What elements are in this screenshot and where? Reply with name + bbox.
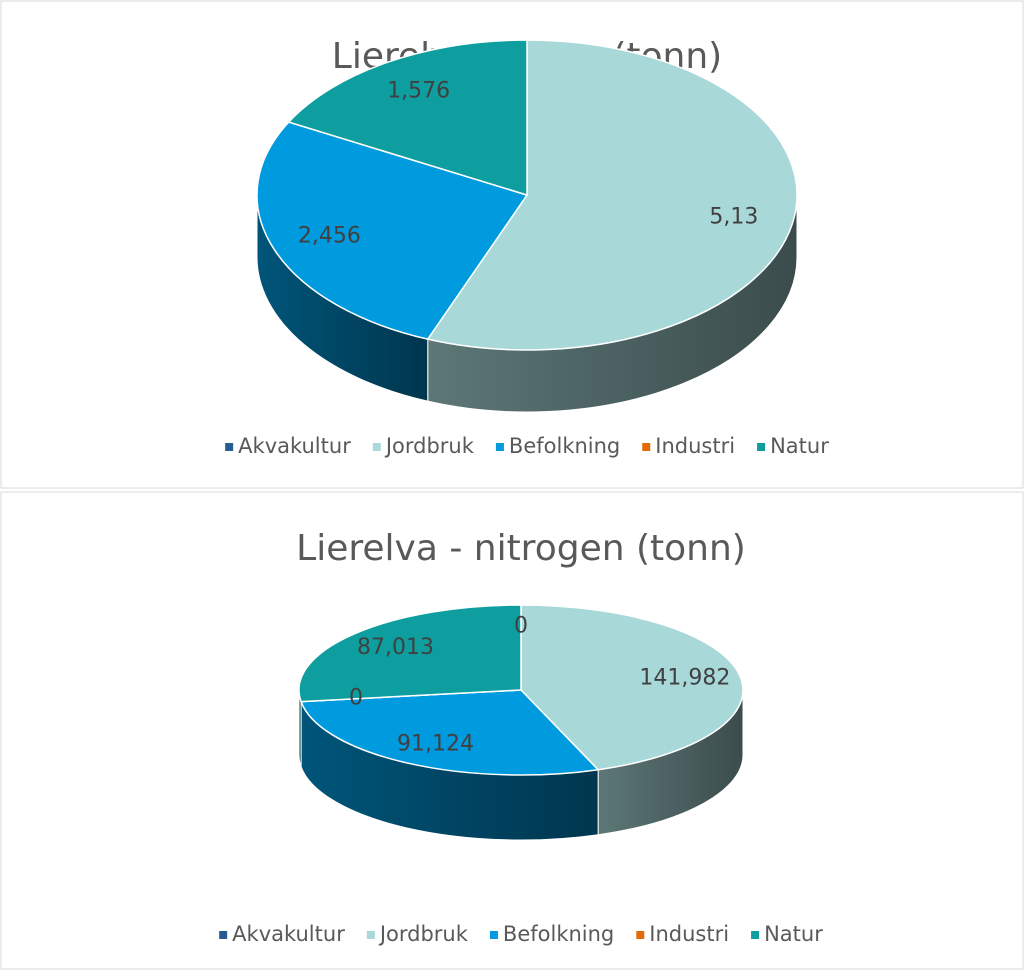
slice <box>287 39 528 197</box>
legend: Akvakultur Jordbruk Befolkning Industri Natu… <box>219 922 823 946</box>
data-label: 1,576 <box>387 78 450 103</box>
chart-title: Lierelva - nitrogen (tonn) <box>296 528 746 569</box>
legend-label: Jordbruk <box>384 434 475 458</box>
legend-label: Natur <box>764 922 823 946</box>
legend-swatch <box>751 931 760 939</box>
slice <box>426 39 798 351</box>
data-label: 0 <box>514 613 528 638</box>
legend-swatch <box>366 931 375 939</box>
legend-swatch <box>225 443 234 451</box>
data-label: 2,456 <box>298 224 361 249</box>
slice <box>256 121 529 340</box>
legend-label: Industri <box>655 434 735 458</box>
data-label: 91,124 <box>397 732 474 757</box>
legend-swatch <box>636 931 645 939</box>
data-label: 5,13 <box>709 205 758 230</box>
slice <box>300 689 600 776</box>
legend-label: Jordbruk <box>378 922 469 946</box>
legend-label: Natur <box>770 434 829 458</box>
legend-label: Akvakultur <box>238 434 351 458</box>
legend-label: Befolkning <box>503 922 614 946</box>
legend-swatch <box>757 443 766 451</box>
legend-label: Akvakultur <box>232 922 345 946</box>
data-label: 0 <box>349 686 363 711</box>
legend-swatch <box>495 443 504 451</box>
legend: Akvakultur Jordbruk Befolkning Industri Natu… <box>225 434 829 458</box>
legend-label: Industri <box>649 922 729 946</box>
legend-swatch <box>219 931 228 939</box>
slice <box>298 604 522 703</box>
legend-label: Befolkning <box>509 434 620 458</box>
legend-swatch <box>642 443 651 451</box>
legend-swatch <box>489 931 498 939</box>
data-label: 141,982 <box>639 666 730 691</box>
data-label: 87,013 <box>357 635 434 660</box>
legend-swatch <box>372 443 381 451</box>
slice <box>520 604 744 771</box>
